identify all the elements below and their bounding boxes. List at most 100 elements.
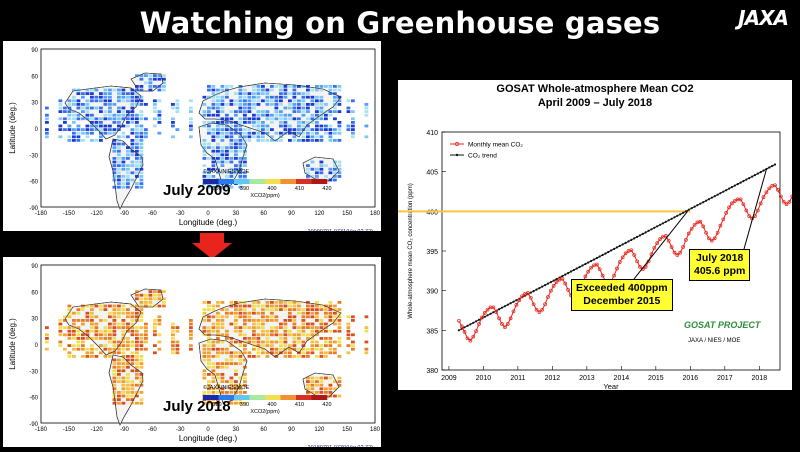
monthly-point bbox=[505, 322, 510, 326]
lon-tick-label: 0 bbox=[206, 211, 210, 217]
data-pixel bbox=[279, 347, 283, 351]
monthly-point bbox=[615, 266, 619, 271]
data-pixel bbox=[243, 333, 247, 337]
data-pixel bbox=[162, 81, 166, 85]
trend-point bbox=[569, 270, 573, 273]
data-pixel bbox=[279, 139, 283, 142]
data-pixel bbox=[112, 362, 117, 365]
data-pixel bbox=[252, 103, 256, 106]
data-pixel bbox=[252, 92, 256, 95]
data-pixel bbox=[351, 99, 355, 103]
data-pixel bbox=[139, 365, 144, 369]
data-pixel bbox=[225, 391, 229, 394]
data-pixel bbox=[337, 319, 342, 322]
data-pixel bbox=[292, 333, 297, 337]
data-pixel bbox=[288, 319, 292, 322]
data-pixel bbox=[234, 373, 238, 376]
data-pixel bbox=[315, 340, 319, 344]
data-pixel bbox=[279, 308, 283, 311]
colorbar-segment bbox=[203, 395, 219, 400]
data-pixel bbox=[135, 99, 139, 103]
data-pixel bbox=[139, 103, 144, 106]
data-pixel bbox=[85, 351, 90, 355]
data-pixel bbox=[301, 322, 306, 326]
data-pixel bbox=[211, 153, 216, 157]
lat-tick-label: 60 bbox=[31, 290, 38, 296]
data-pixel bbox=[90, 304, 94, 308]
data-pixel bbox=[333, 304, 337, 308]
data-pixel bbox=[220, 185, 225, 189]
data-pixel bbox=[274, 351, 279, 355]
data-pixel bbox=[297, 99, 301, 103]
data-pixel bbox=[225, 149, 229, 153]
data-pixel bbox=[328, 110, 333, 113]
data-pixel bbox=[279, 85, 283, 88]
data-pixel bbox=[135, 297, 139, 301]
trend-point bbox=[500, 306, 504, 309]
trend-point bbox=[693, 205, 696, 208]
data-pixel bbox=[202, 110, 207, 113]
data-pixel bbox=[76, 113, 81, 117]
data-pixel bbox=[256, 88, 261, 92]
data-pixel bbox=[256, 103, 261, 106]
data-pixel bbox=[117, 369, 121, 373]
data-pixel bbox=[265, 319, 270, 322]
data-pixel bbox=[256, 85, 261, 88]
monthly-point bbox=[638, 265, 642, 269]
data-pixel bbox=[45, 347, 49, 351]
data-pixel bbox=[225, 135, 229, 139]
data-pixel bbox=[220, 88, 225, 92]
data-pixel bbox=[207, 142, 211, 146]
data-pixel bbox=[135, 121, 139, 124]
data-pixel bbox=[135, 135, 139, 139]
data-pixel bbox=[135, 131, 139, 135]
data-pixel bbox=[148, 74, 153, 77]
data-pixel bbox=[234, 383, 238, 387]
lon-tick-label: -180 bbox=[35, 427, 48, 433]
data-pixel bbox=[130, 319, 135, 322]
colorbar-segment bbox=[249, 395, 266, 400]
data-pixel bbox=[292, 347, 297, 351]
data-pixel bbox=[243, 315, 247, 319]
data-pixel bbox=[121, 362, 126, 365]
data-pixel bbox=[117, 121, 121, 124]
data-pixel bbox=[144, 304, 148, 308]
data-pixel bbox=[76, 135, 81, 139]
data-pixel bbox=[76, 124, 81, 128]
data-pixel bbox=[364, 351, 369, 355]
data-pixel bbox=[261, 124, 265, 128]
data-pixel bbox=[328, 340, 333, 344]
data-pixel bbox=[135, 128, 139, 131]
data-pixel bbox=[265, 351, 270, 355]
data-pixel bbox=[301, 124, 306, 128]
data-pixel bbox=[211, 369, 216, 373]
data-pixel bbox=[234, 139, 238, 142]
colorbar-segment bbox=[311, 395, 328, 400]
data-pixel bbox=[243, 347, 247, 351]
data-pixel bbox=[274, 347, 279, 351]
data-pixel bbox=[99, 333, 103, 337]
data-pixel bbox=[126, 171, 130, 175]
data-pixel bbox=[99, 308, 103, 311]
data-pixel bbox=[265, 340, 270, 344]
data-pixel bbox=[243, 121, 247, 124]
data-pixel bbox=[189, 124, 193, 128]
data-pixel bbox=[243, 376, 247, 380]
data-pixel bbox=[76, 117, 81, 121]
trend-point bbox=[592, 258, 596, 261]
data-pixel bbox=[319, 376, 324, 380]
trend-point bbox=[509, 302, 512, 305]
data-pixel bbox=[337, 308, 342, 311]
data-pixel bbox=[112, 337, 117, 340]
data-pixel bbox=[270, 351, 274, 355]
data-pixel bbox=[85, 311, 90, 315]
data-pixel bbox=[58, 103, 63, 106]
data-pixel bbox=[238, 376, 243, 380]
data-pixel bbox=[207, 124, 211, 128]
data-pixel bbox=[256, 304, 261, 308]
monthly-point bbox=[597, 267, 602, 272]
data-pixel bbox=[297, 117, 301, 121]
data-pixel bbox=[90, 329, 94, 333]
data-pixel bbox=[238, 304, 243, 308]
data-pixel bbox=[94, 128, 99, 131]
